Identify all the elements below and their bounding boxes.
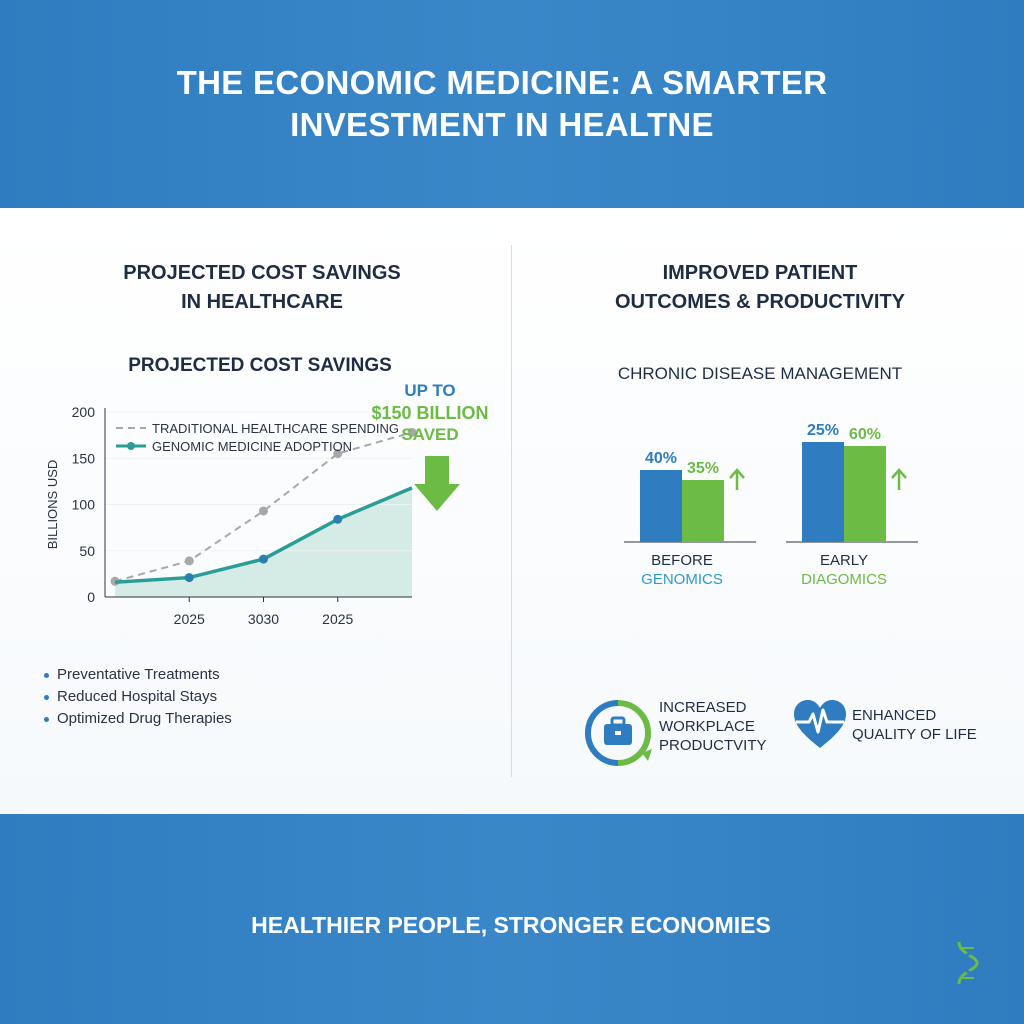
group-label: BEFORE xyxy=(651,552,713,569)
data-point xyxy=(259,506,268,516)
bar-value-label: 35% xyxy=(687,460,719,477)
right-title-line-1: IMPROVED PATIENT xyxy=(662,262,858,284)
bar xyxy=(844,446,886,542)
series-line xyxy=(114,431,413,583)
group-label: EARLY xyxy=(820,552,868,569)
callout-line-3: SAVED xyxy=(401,425,459,444)
legend-marker xyxy=(127,442,135,450)
footer-tagline: HEALTHIER PEOPLE, STRONGER ECONOMIES xyxy=(251,912,771,938)
bullet-dot-icon xyxy=(44,673,49,678)
bullet-dot-icon xyxy=(44,717,49,722)
y-tick-label: 150 xyxy=(72,450,96,466)
bullet-text: Optimized Drug Therapies xyxy=(57,710,232,727)
arrow-head xyxy=(891,468,907,479)
bullet-item: Optimized Drug Therapies xyxy=(44,708,232,730)
bar-value-label: 25% xyxy=(807,422,839,439)
callout-line-1: UP TO xyxy=(404,381,456,400)
bullet-dot-icon xyxy=(44,695,49,700)
bullet-text: Preventative Treatments xyxy=(57,666,220,683)
x-tick-label: 2025 xyxy=(322,611,353,627)
savings-bullet-list: Preventative Treatments Reduced Hospital… xyxy=(44,664,232,730)
arrow-head xyxy=(729,468,745,479)
briefcase-cycle-icon xyxy=(584,700,652,766)
callout-line-2: $150 BILLION xyxy=(371,403,489,423)
legend-label: GENOMIC MEDICINE ADOPTION xyxy=(152,439,352,454)
right-title-line-2: OUTCOMES & PRODUCTIVITY xyxy=(614,291,905,313)
data-point xyxy=(333,514,343,524)
savings-callout: UP TO $150 BILLION SAVED xyxy=(360,380,500,446)
title-line-1: THE ECONOMIC MEDICINE: A SMARTER xyxy=(176,64,828,101)
y-tick-label: 100 xyxy=(72,497,96,513)
group-label: GENOMICS xyxy=(641,571,723,588)
y-tick-label: 200 xyxy=(72,404,96,420)
line-chart-title: PROJECTED COST SAVINGS xyxy=(128,355,392,376)
bullet-item: Reduced Hospital Stays xyxy=(44,686,232,708)
header-band xyxy=(0,0,1024,208)
x-tick-label: 2025 xyxy=(174,611,205,627)
right-section-title: IMPROVED PATIENT OUTCOMES & PRODUCTIVITY xyxy=(560,259,960,317)
legend-label: TRADITIONAL HEALTHCARE SPENDING xyxy=(152,421,399,436)
series-area xyxy=(115,487,412,597)
outcome-line: WORKPLACE xyxy=(659,718,755,735)
group-label: DIAGOMICS xyxy=(801,571,887,588)
down-arrow-icon xyxy=(414,456,460,511)
up-arrow-icon xyxy=(729,468,745,490)
bar-value-label: 40% xyxy=(645,450,677,467)
data-point xyxy=(184,556,194,566)
y-tick-label: 0 xyxy=(87,589,95,605)
outcome-productivity: INCREASED WORKPLACE PRODUCTVITY xyxy=(659,698,767,755)
bullet-item: Preventative Treatments xyxy=(44,664,232,686)
footer-band xyxy=(0,814,1024,1024)
left-title-line-1: PROJECTED COST SAVINGS xyxy=(123,262,401,284)
left-title-line-2: IN HEALTHCARE xyxy=(181,291,343,313)
data-point xyxy=(184,573,194,583)
left-section-title: PROJECTED COST SAVINGS IN HEALTHCARE xyxy=(62,259,462,317)
dna-icon xyxy=(957,941,979,985)
bar xyxy=(682,480,724,542)
bar-value-label: 60% xyxy=(849,426,881,443)
outcome-line: INCREASED xyxy=(659,699,747,716)
bullet-text: Reduced Hospital Stays xyxy=(57,688,218,705)
title-line-2: INVESTMENT IN HEALTNE xyxy=(290,106,714,143)
bar xyxy=(640,470,682,542)
bar-chart: 40% 35% BEFORE GENOMICS 25% 60% EARLY DIAGOMICS xyxy=(624,422,918,588)
bar-chart-title: CHRONIC DISEASE MANAGEMENT xyxy=(617,364,903,383)
data-point xyxy=(407,427,417,437)
data-point xyxy=(259,554,268,564)
heart-pulse-icon xyxy=(794,700,846,748)
bar xyxy=(802,442,844,542)
x-tick-label: 3030 xyxy=(248,611,279,627)
up-arrow-icon xyxy=(891,468,907,490)
y-axis-label: BILLIONS USD xyxy=(45,460,60,550)
page-title: THE ECONOMIC MEDICINE: A SMARTER INVESTM… xyxy=(0,62,1004,146)
outcome-line: PRODUCTVITY xyxy=(659,737,767,754)
y-tick-label: 50 xyxy=(79,543,95,559)
outcome-quality-of-life: ENHANCED QUALITY OF LIFE xyxy=(852,706,977,744)
outcome-line: QUALITY OF LIFE xyxy=(852,726,977,743)
outcome-line: ENHANCED xyxy=(852,707,937,724)
data-point xyxy=(333,449,343,459)
line-chart: 0 50 100 150 200 BILLIONS USD 2025 3030 2025 TRA… xyxy=(45,404,417,627)
section-divider xyxy=(511,245,512,777)
